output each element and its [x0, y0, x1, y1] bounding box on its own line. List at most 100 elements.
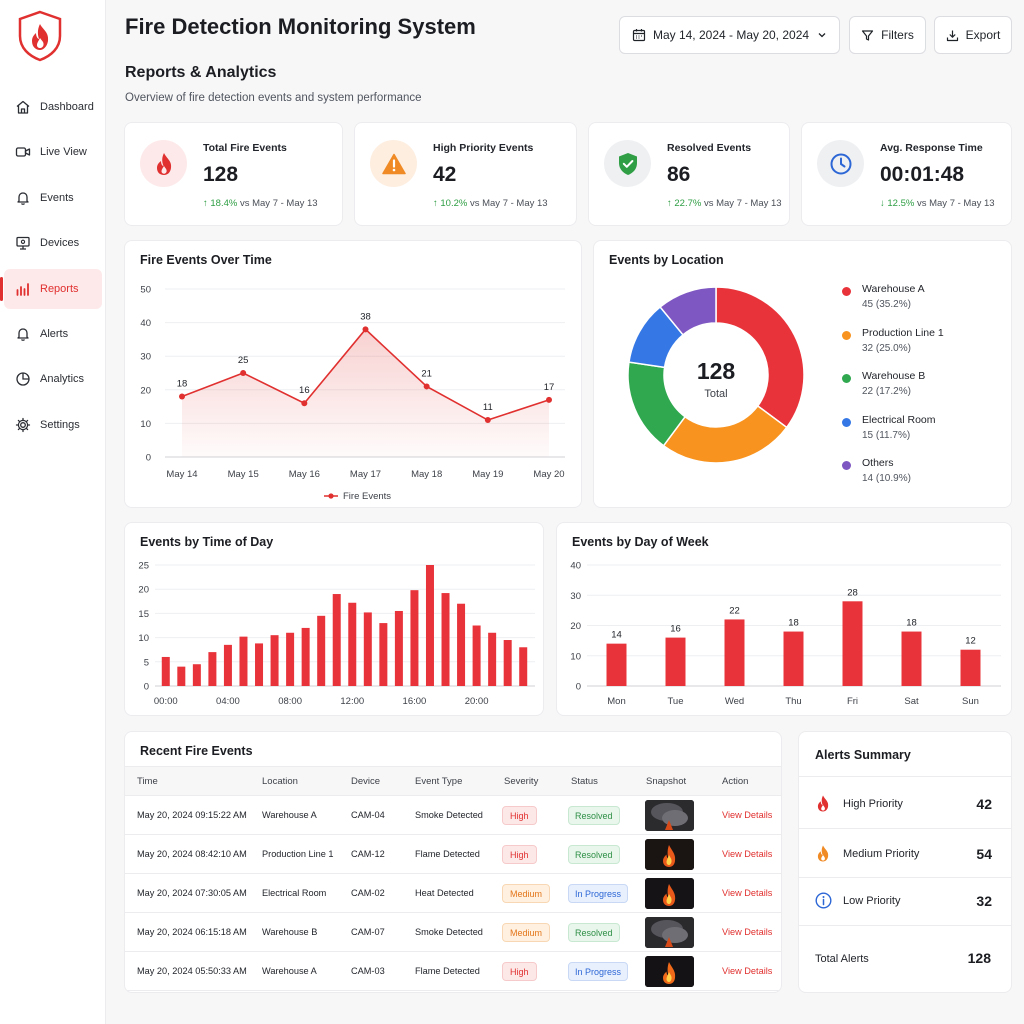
view-details-link[interactable]: View Details	[722, 810, 773, 820]
alert-row-medium[interactable]: Medium Priority 54	[799, 829, 1011, 878]
event-device: CAM-04	[351, 810, 385, 820]
donut-center-value: 128	[697, 358, 736, 384]
y-tick-label: 0	[144, 682, 149, 693]
sidebar-item-reports[interactable]: Reports	[0, 268, 102, 309]
status-badge: Resolved	[568, 806, 620, 825]
snapshot-thumbnail[interactable]	[645, 839, 694, 870]
bar	[783, 631, 804, 686]
sidebar-item-devices[interactable]: Devices	[4, 223, 102, 263]
bar	[239, 636, 248, 686]
bar	[270, 635, 279, 686]
legend-item: Others 14 (10.9%)	[842, 457, 1012, 501]
data-label: 38	[360, 311, 371, 322]
events-by-day-of-week-card: Events by Day of Week 0 10 20 30 40 14 Mon 16 Tu…	[556, 522, 1012, 716]
bar	[901, 631, 922, 686]
column-header: Snapshot	[646, 776, 687, 787]
table-row: May 20, 2024 07:30:05 AM Electrical Room C…	[125, 874, 781, 913]
sidebar-item-alerts[interactable]: Alerts	[4, 314, 102, 354]
x-tick-label: May 18	[411, 469, 442, 480]
view-details-link[interactable]: View Details	[722, 849, 773, 859]
snapshot-thumbnail[interactable]	[645, 878, 694, 909]
kpi-delta: ↑ 22.7% vs May 7 - May 13	[667, 198, 782, 209]
view-details-link[interactable]: View Details	[722, 966, 773, 976]
x-tick-label: Sat	[904, 696, 919, 707]
bar	[301, 627, 310, 686]
legend-swatch	[842, 461, 851, 470]
snapshot-image	[645, 839, 694, 870]
kpi-compare: vs May 7 - May 13	[469, 198, 548, 209]
snapshot-image	[645, 956, 694, 987]
sidebar-item-dashboard[interactable]: Dashboard	[4, 87, 102, 127]
bar	[724, 619, 745, 686]
snapshot-thumbnail[interactable]	[645, 800, 694, 831]
table-header: Time Location Device Event Type Severity…	[125, 766, 781, 796]
status-badge: Resolved	[568, 923, 620, 942]
gear-icon	[14, 416, 32, 434]
sidebar-item-settings[interactable]: Settings	[4, 405, 102, 445]
severity-badge: High	[502, 806, 537, 825]
bar	[286, 632, 295, 686]
kpi-compare: vs May 7 - May 13	[703, 198, 782, 209]
kpi-delta-pct: 22.7%	[674, 198, 702, 209]
snapshot-thumbnail[interactable]	[645, 917, 694, 948]
chart-title: Events by Day of Week	[572, 535, 709, 549]
table-row: May 20, 2024 06:15:18 AM Warehouse B CAM-0…	[125, 913, 781, 952]
sidebar-item-label: Live View	[40, 146, 87, 159]
kpi-total-fire-events: Total Fire Events 128 ↑ 18.4% vs May 7 -…	[124, 122, 343, 226]
kpi-delta: ↑ 18.4% vs May 7 - May 13	[203, 198, 318, 209]
date-range-label: May 14, 2024 - May 20, 2024	[652, 28, 810, 42]
sidebar-nav: Dashboard Live View Events Devices Repor…	[0, 87, 102, 450]
date-range-picker[interactable]: May 14, 2024 - May 20, 2024	[619, 16, 840, 54]
bar	[161, 656, 170, 686]
x-tick-label: 20:00	[465, 696, 489, 707]
bell-icon	[14, 325, 32, 343]
event-device: CAM-03	[351, 966, 385, 976]
alerts-summary-title: Alerts Summary	[815, 748, 911, 762]
bar-chart-icon	[14, 280, 32, 298]
alert-row-high[interactable]: High Priority 42	[799, 776, 1011, 829]
event-type: Flame Detected	[415, 966, 480, 976]
sidebar-item-live-view[interactable]: Live View	[4, 132, 102, 172]
kpi-label: High Priority Events	[433, 142, 534, 154]
fire-shield-logo-icon	[18, 10, 62, 62]
event-type: Smoke Detected	[415, 927, 483, 937]
pie-chart-icon	[14, 370, 32, 388]
kpi-high-priority-events: High Priority Events 42 ↑ 10.2% vs May 7…	[354, 122, 577, 226]
column-header: Event Type	[415, 776, 463, 787]
data-point	[240, 370, 247, 376]
bar	[348, 602, 357, 686]
view-details-link[interactable]: View Details	[722, 927, 773, 937]
x-tick-label: 00:00	[154, 696, 178, 707]
legend-value: 32 (25.0%)	[862, 342, 911, 354]
export-button[interactable]: Export	[934, 16, 1012, 54]
kpi-label: Resolved Events	[667, 142, 752, 154]
severity-badge: High	[502, 962, 537, 981]
data-label: 18	[788, 618, 799, 629]
alert-row-low[interactable]: Low Priority 32	[799, 878, 1011, 926]
data-label: 28	[847, 587, 858, 598]
shield-check-icon	[604, 140, 651, 187]
kpi-delta-pct: 12.5%	[887, 198, 915, 209]
severity-badge: Medium	[502, 923, 551, 942]
status-badge: Resolved	[568, 845, 620, 864]
x-tick-label: May 16	[289, 469, 320, 480]
y-tick-label: 10	[570, 651, 581, 662]
bar	[472, 625, 481, 686]
filters-button[interactable]: Filters	[849, 16, 926, 54]
alert-count: 42	[976, 796, 992, 812]
legend-label: Production Line 1	[862, 326, 944, 339]
sidebar-item-events[interactable]: Events	[4, 178, 102, 218]
legend-item: Warehouse A 45 (35.2%)	[842, 283, 1012, 327]
snapshot-thumbnail[interactable]	[645, 956, 694, 987]
y-tick-label: 10	[138, 633, 149, 644]
event-time: May 20, 2024 09:15:22 AM	[137, 810, 247, 820]
kpi-delta-pct: 18.4%	[210, 198, 238, 209]
data-label: 14	[611, 630, 622, 641]
data-label: 16	[670, 624, 681, 635]
arrow-up-icon: ↑	[203, 198, 211, 209]
sidebar-item-analytics[interactable]: Analytics	[4, 359, 102, 399]
flame-icon	[815, 794, 831, 818]
sidebar-item-label: Reports	[40, 282, 79, 295]
view-details-link[interactable]: View Details	[722, 888, 773, 898]
y-tick-label: 5	[144, 657, 149, 668]
